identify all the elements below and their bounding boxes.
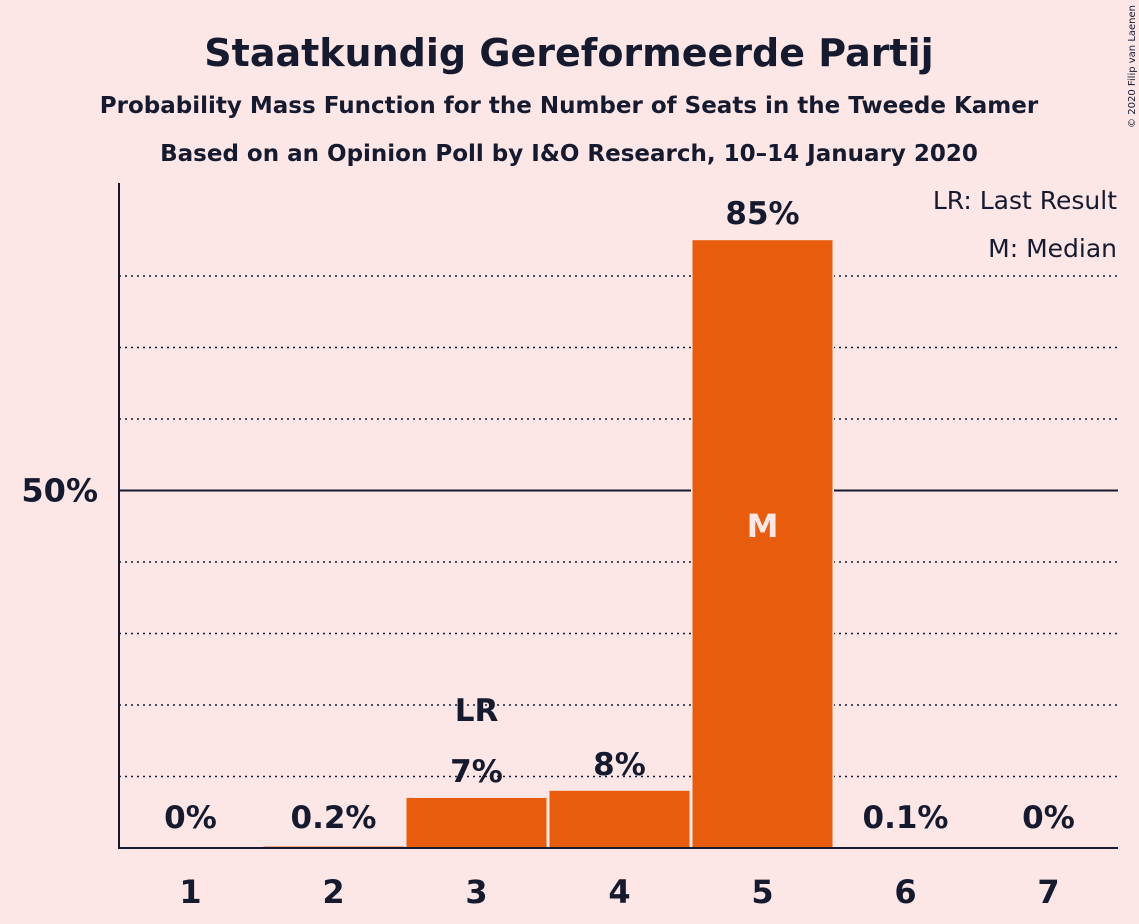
x-tick-label: 5 bbox=[751, 873, 773, 911]
x-tick-label: 3 bbox=[465, 873, 487, 911]
data-label: 0.1% bbox=[863, 800, 949, 836]
axes bbox=[118, 183, 1118, 849]
x-tick-label: 6 bbox=[894, 873, 916, 911]
data-label: 0% bbox=[1022, 800, 1075, 836]
x-tick-label: 1 bbox=[179, 873, 201, 911]
bar bbox=[406, 797, 547, 848]
last-result-marker: LR bbox=[455, 693, 499, 729]
chart-title: Staatkundig Gereformeerde Partij bbox=[204, 31, 933, 75]
x-tick-label: 2 bbox=[322, 873, 344, 911]
legend-median: M: Median bbox=[988, 234, 1117, 263]
data-label: 0.2% bbox=[291, 800, 377, 836]
data-label: 85% bbox=[725, 196, 799, 232]
gridlines bbox=[119, 275, 1118, 778]
bar bbox=[549, 790, 690, 848]
x-tick-label: 7 bbox=[1037, 873, 1059, 911]
data-label: 8% bbox=[593, 747, 646, 783]
bars bbox=[262, 240, 977, 849]
labels: 50% 1 2 3 4 5 6 7 0% 0.2% 7% 8% 85% 0.1% 0% LR M bbox=[21, 196, 1074, 911]
data-label: 0% bbox=[164, 800, 217, 836]
chart-subtitle: Probability Mass Function for the Number… bbox=[100, 93, 1039, 119]
legend-last-result: LR: Last Result bbox=[933, 186, 1117, 215]
median-marker: M bbox=[747, 507, 779, 545]
copyright-notice: © 2020 Filip van Laenen bbox=[1127, 5, 1138, 128]
data-label: 7% bbox=[450, 754, 503, 790]
bar bbox=[692, 240, 833, 849]
chart-subtitle-source: Based on an Opinion Poll by I&O Research… bbox=[160, 141, 978, 167]
x-tick-label: 4 bbox=[608, 873, 630, 911]
y-tick-label: 50% bbox=[21, 471, 98, 509]
